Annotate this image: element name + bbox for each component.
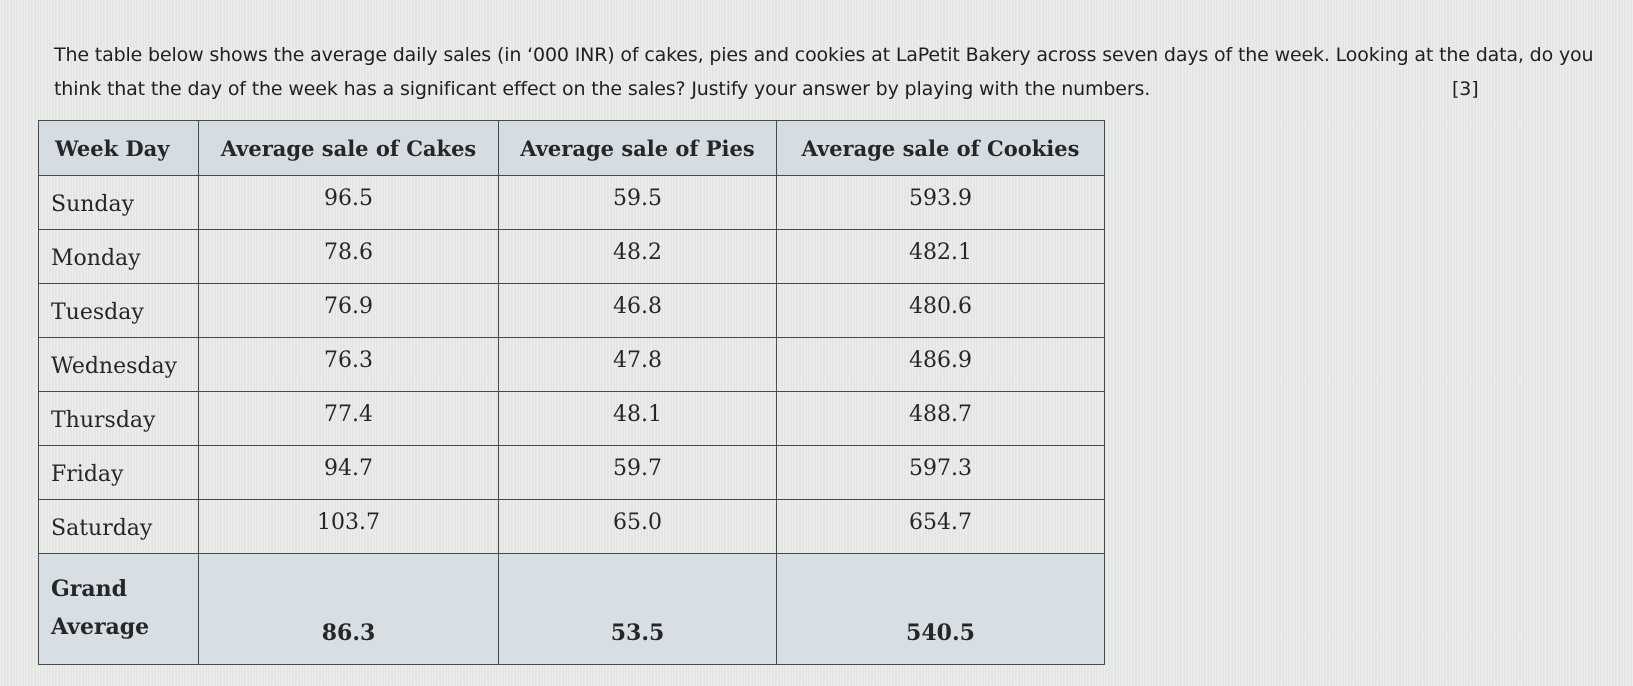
header-week-day: Week Day xyxy=(38,120,199,176)
cookies-cell: 482.1 xyxy=(776,229,1105,284)
pies-cell: 48.1 xyxy=(498,391,777,446)
grand-pies-cell: 53.5 xyxy=(498,553,777,665)
cookies-cell: 654.7 xyxy=(776,499,1105,554)
day-cell: Saturday xyxy=(38,499,199,554)
marks-label: [3] xyxy=(1452,78,1479,100)
cakes-cell: 78.6 xyxy=(198,229,499,284)
pies-cell: 46.8 xyxy=(498,283,777,338)
header-pies: Average sale of Pies xyxy=(498,120,777,176)
table-row: Sunday 96.5 59.5 593.9 xyxy=(38,175,1105,230)
table-row: Wednesday 76.3 47.8 486.9 xyxy=(38,337,1105,392)
grand-average-row: Grand Average 86.3 53.5 540.5 xyxy=(38,553,1105,665)
cakes-cell: 76.9 xyxy=(198,283,499,338)
grand-cookies-cell: 540.5 xyxy=(776,553,1105,665)
header-cookies: Average sale of Cookies xyxy=(776,120,1105,176)
cakes-cell: 94.7 xyxy=(198,445,499,500)
cookies-cell: 480.6 xyxy=(776,283,1105,338)
header-cakes: Average sale of Cakes xyxy=(198,120,499,176)
grand-average-label: Grand Average xyxy=(38,553,199,665)
pies-cell: 48.2 xyxy=(498,229,777,284)
cakes-cell: 76.3 xyxy=(198,337,499,392)
grand-cakes-cell: 86.3 xyxy=(198,553,499,665)
pies-cell: 47.8 xyxy=(498,337,777,392)
cookies-cell: 486.9 xyxy=(776,337,1105,392)
pies-cell: 59.7 xyxy=(498,445,777,500)
question-text: The table below shows the average daily … xyxy=(54,38,1624,106)
cookies-cell: 488.7 xyxy=(776,391,1105,446)
table-row: Friday 94.7 59.7 597.3 xyxy=(38,445,1105,500)
day-cell: Tuesday xyxy=(38,283,199,338)
day-cell: Monday xyxy=(38,229,199,284)
grand-label-line1: Grand xyxy=(51,576,128,602)
pies-cell: 59.5 xyxy=(498,175,777,230)
cakes-cell: 103.7 xyxy=(198,499,499,554)
header-row: Week Day Average sale of Cakes Average s… xyxy=(38,120,1105,176)
sales-table: Week Day Average sale of Cakes Average s… xyxy=(38,120,1105,665)
table-row: Thursday 77.4 48.1 488.7 xyxy=(38,391,1105,446)
cakes-cell: 77.4 xyxy=(198,391,499,446)
day-cell: Sunday xyxy=(38,175,199,230)
cakes-cell: 96.5 xyxy=(198,175,499,230)
day-cell: Friday xyxy=(38,445,199,500)
cookies-cell: 593.9 xyxy=(776,175,1105,230)
pies-cell: 65.0 xyxy=(498,499,777,554)
table-row: Tuesday 76.9 46.8 480.6 xyxy=(38,283,1105,338)
day-cell: Wednesday xyxy=(38,337,199,392)
day-cell: Thursday xyxy=(38,391,199,446)
table-row: Monday 78.6 48.2 482.1 xyxy=(38,229,1105,284)
question-body: The table below shows the average daily … xyxy=(54,44,1594,100)
table-row: Saturday 103.7 65.0 654.7 xyxy=(38,499,1105,554)
grand-label-line2: Average xyxy=(51,614,150,640)
cookies-cell: 597.3 xyxy=(776,445,1105,500)
